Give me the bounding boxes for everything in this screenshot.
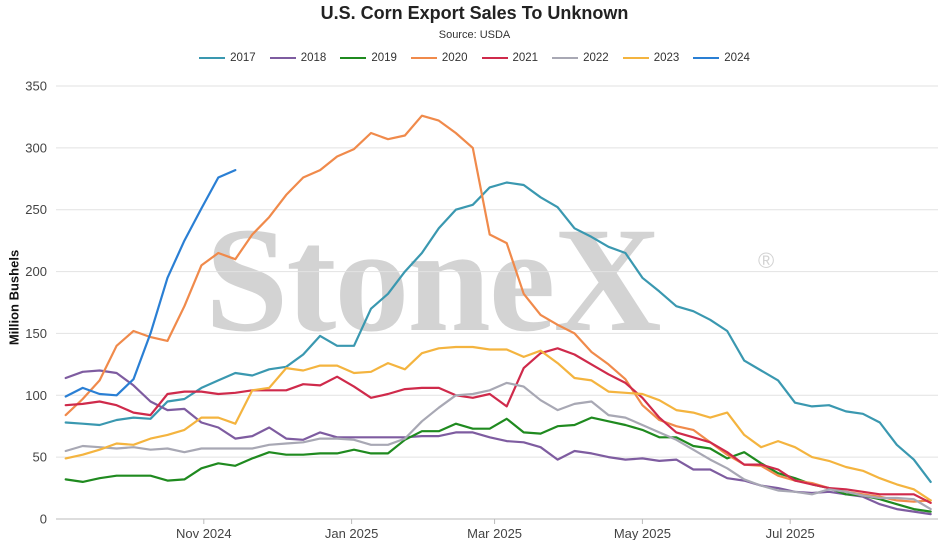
legend-swatch	[269, 57, 296, 59]
y-tick-label: 200	[25, 264, 47, 279]
chart-subtitle: Source: USDA	[438, 29, 511, 41]
legend-item-2018[interactable]: 2018	[269, 52, 327, 64]
legend-swatch	[693, 57, 720, 59]
x-tick-label: May 2025	[614, 526, 671, 540]
legend-swatch	[481, 57, 508, 59]
x-tick-label: Nov 2024	[176, 526, 232, 540]
y-tick-label: 250	[25, 202, 47, 217]
x-tick-label: Jul 2025	[766, 526, 815, 540]
legend-item-2020[interactable]: 2020	[410, 52, 468, 64]
series-line-2023	[64, 345, 932, 502]
legend-item-2023[interactable]: 2023	[622, 52, 680, 64]
series-line-2017	[64, 181, 932, 483]
y-tick-label: 150	[25, 326, 47, 341]
series-line-2022	[64, 381, 932, 511]
legend-label: 2017	[230, 52, 256, 64]
series-lines	[64, 114, 932, 516]
legend-swatch	[410, 57, 437, 59]
y-tick-label: 0	[40, 512, 47, 527]
legend-label: 2022	[583, 52, 609, 64]
x-tick-label: Jan 2025	[325, 526, 379, 540]
stonex-watermark: StoneX	[205, 197, 662, 363]
legend-swatch	[340, 57, 367, 59]
registered-mark: ®	[758, 248, 775, 273]
legend-item-2017[interactable]: 2017	[199, 52, 256, 64]
series-line-2018	[64, 369, 932, 516]
legend-label: 2024	[724, 52, 750, 64]
x-tick-label: Mar 2025	[467, 526, 522, 540]
y-tick-label: 100	[25, 388, 47, 403]
legend-swatch	[552, 57, 579, 59]
y-axis-label: Million Bushels	[6, 249, 22, 346]
legend-label: 2018	[300, 52, 327, 64]
series-line-2024	[64, 169, 237, 398]
legend-item-2024[interactable]: 2024	[693, 52, 750, 64]
series-line-2021	[64, 347, 932, 504]
legend-label: 2021	[512, 52, 539, 64]
axes: 0 50 100 150 200 250 300 350 Nov 2024 Jan 2025 Mar…	[25, 79, 814, 540]
legend-label: 2020	[441, 52, 468, 64]
legend-label: 2019	[371, 52, 397, 64]
y-tick-label: 350	[25, 79, 47, 94]
chart-legend: 2017 2018 2019 2020 2021 2022 2023 2024	[0, 52, 949, 64]
y-tick-label: 50	[33, 450, 47, 465]
legend-swatch	[622, 57, 649, 59]
chart-title: U.S. Corn Export Sales To Unknown	[320, 3, 629, 23]
legend-item-2019[interactable]: 2019	[340, 52, 397, 64]
legend-swatch	[199, 57, 226, 59]
series-line-2019	[64, 416, 932, 513]
legend-item-2021[interactable]: 2021	[481, 52, 539, 64]
legend-item-2022[interactable]: 2022	[552, 52, 609, 64]
series-line-2020	[64, 114, 932, 503]
gridlines	[56, 85, 938, 520]
legend-label: 2023	[653, 52, 680, 64]
y-tick-label: 300	[25, 140, 47, 155]
